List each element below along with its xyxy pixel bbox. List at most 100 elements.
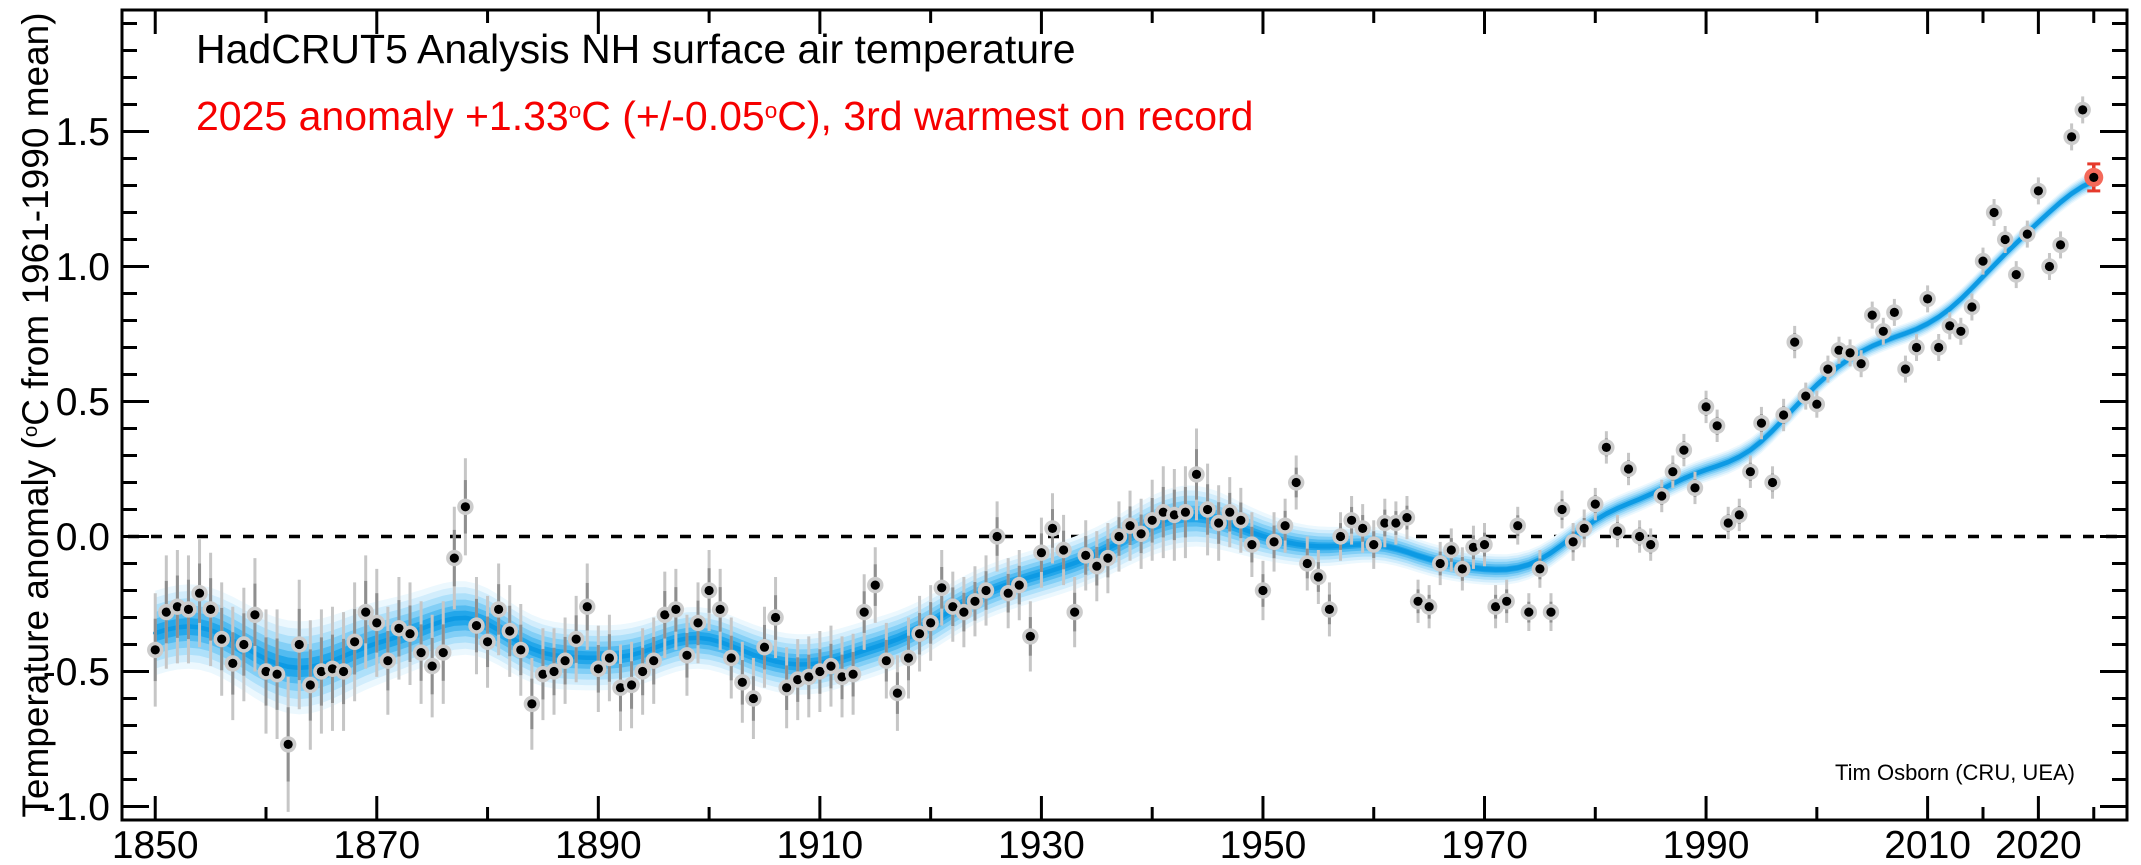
data-point <box>881 656 891 666</box>
data-point <box>759 642 770 652</box>
data-point <box>560 656 570 666</box>
data-point <box>638 666 648 677</box>
subtitle-text: C (+/-0.05 <box>581 93 765 139</box>
data-point <box>1657 491 1667 501</box>
data-point <box>172 602 182 612</box>
data-point <box>1446 545 1456 555</box>
data-point <box>1911 342 1922 353</box>
data-point <box>1579 523 1589 534</box>
data-point <box>361 607 371 617</box>
y-tick-label: 1.5 <box>56 111 110 154</box>
data-point <box>1114 531 1124 542</box>
degree-superscript: o <box>568 97 582 123</box>
data-point <box>859 607 869 617</box>
data-point <box>350 637 360 647</box>
data-point <box>1369 540 1379 550</box>
data-point <box>1136 529 1146 539</box>
data-point <box>1313 572 1323 582</box>
x-tick-label: 1950 <box>1220 824 1307 865</box>
data-point <box>449 553 459 563</box>
data-point <box>1457 564 1467 574</box>
data-point <box>1258 585 1268 596</box>
data-point <box>272 669 282 679</box>
x-tick-label: 1870 <box>333 824 420 865</box>
data-point <box>327 664 338 674</box>
data-point <box>1557 504 1567 515</box>
data-point <box>1191 469 1202 479</box>
data-point <box>737 677 747 687</box>
data-point <box>538 669 548 679</box>
data-point <box>460 502 470 512</box>
data-point <box>1623 464 1634 474</box>
data-point <box>1524 607 1534 617</box>
data-point <box>194 588 205 598</box>
data-point <box>1845 348 1855 358</box>
data-point <box>1900 364 1911 374</box>
data-point <box>1878 326 1888 336</box>
data-point <box>549 666 559 677</box>
data-point <box>1712 421 1722 431</box>
x-tick-label: 2010 <box>1884 824 1971 865</box>
data-point <box>516 645 526 655</box>
data-point <box>1568 537 1578 547</box>
data-point <box>1734 510 1744 520</box>
data-point <box>1745 467 1755 477</box>
plot-border <box>120 8 2129 822</box>
data-point <box>316 666 326 677</box>
data-point <box>1402 513 1412 523</box>
data-point <box>1036 548 1047 558</box>
data-point <box>505 626 515 636</box>
data-point <box>804 672 814 682</box>
data-point <box>959 607 969 617</box>
data-point <box>1956 326 1966 336</box>
x-tick-label: 1850 <box>112 824 199 865</box>
y-tick-label: -0.5 <box>43 651 110 694</box>
data-point <box>1479 540 1490 550</box>
data-point <box>782 683 792 693</box>
data-point <box>1236 515 1246 525</box>
data-point <box>1468 542 1479 552</box>
data-point <box>1723 518 1733 528</box>
data-point <box>1435 558 1445 569</box>
data-point <box>1014 580 1024 590</box>
data-point <box>1324 604 1335 615</box>
data-point <box>793 675 803 685</box>
data-point <box>1358 523 1368 534</box>
highlight-dot <box>2089 172 2099 182</box>
data-point <box>2022 229 2032 239</box>
data-point <box>615 683 626 693</box>
data-point <box>1125 521 1135 531</box>
data-point <box>1302 558 1312 569</box>
data-point <box>1003 588 1013 598</box>
data-point <box>837 672 847 682</box>
data-point <box>183 604 194 615</box>
data-point <box>2078 105 2088 115</box>
data-point <box>416 648 426 658</box>
data-point <box>1070 607 1080 617</box>
data-point <box>1756 418 1767 428</box>
data-point <box>1701 402 1711 412</box>
data-point <box>626 680 637 690</box>
data-point <box>1867 310 1877 320</box>
data-point <box>815 666 825 677</box>
data-point <box>1335 531 1346 542</box>
data-point <box>1214 518 1224 528</box>
data-point <box>682 650 692 660</box>
data-point <box>937 583 947 593</box>
data-point <box>748 693 759 704</box>
data-point <box>228 658 238 669</box>
data-point <box>1225 507 1235 517</box>
data-point <box>726 653 736 663</box>
data-point <box>1834 345 1844 355</box>
data-point <box>1668 467 1678 477</box>
data-point <box>161 607 171 617</box>
data-point <box>1103 553 1113 563</box>
data-point <box>1934 342 1944 353</box>
degree-superscript: o <box>19 425 42 438</box>
data-point <box>338 666 349 677</box>
data-point <box>394 623 404 633</box>
x-tick-label: 1930 <box>998 824 1085 865</box>
data-point <box>1490 602 1501 612</box>
data-point <box>1391 518 1401 528</box>
